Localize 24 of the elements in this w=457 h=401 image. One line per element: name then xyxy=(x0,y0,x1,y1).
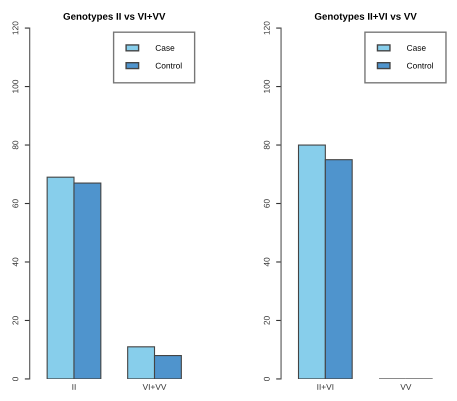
legend-label: Control xyxy=(407,62,433,69)
y-tick-label: 120 xyxy=(264,21,270,34)
y-tick-label: 0 xyxy=(264,376,270,381)
y-tick-label: 80 xyxy=(12,140,18,150)
legend-label: Control xyxy=(156,62,182,69)
y-tick-label: 20 xyxy=(12,316,18,325)
x-tick-label: II+VI xyxy=(317,384,334,390)
y-tick-label: 40 xyxy=(264,258,270,266)
legend-label: Case xyxy=(156,44,174,51)
legend-label: Case xyxy=(407,44,426,51)
y-tick-label: 60 xyxy=(264,199,270,208)
y-tick-label: 120 xyxy=(12,21,18,34)
y-tick-label: 80 xyxy=(264,140,270,150)
y-tick-label: 60 xyxy=(12,199,18,208)
y-tick-label: 40 xyxy=(12,258,18,266)
x-tick-label: II xyxy=(72,384,76,390)
y-tick-label: 100 xyxy=(12,80,18,93)
x-tick-label: VV xyxy=(400,384,412,390)
chart-title: Genotypes II+VI vs VV xyxy=(314,12,417,22)
y-tick-label: 20 xyxy=(264,316,270,325)
y-tick-label: 100 xyxy=(264,80,270,93)
chart-title: Genotypes II vs VI+VV xyxy=(63,12,166,22)
x-tick-label: VI+VV xyxy=(142,384,166,390)
y-tick-label: 0 xyxy=(12,376,18,381)
